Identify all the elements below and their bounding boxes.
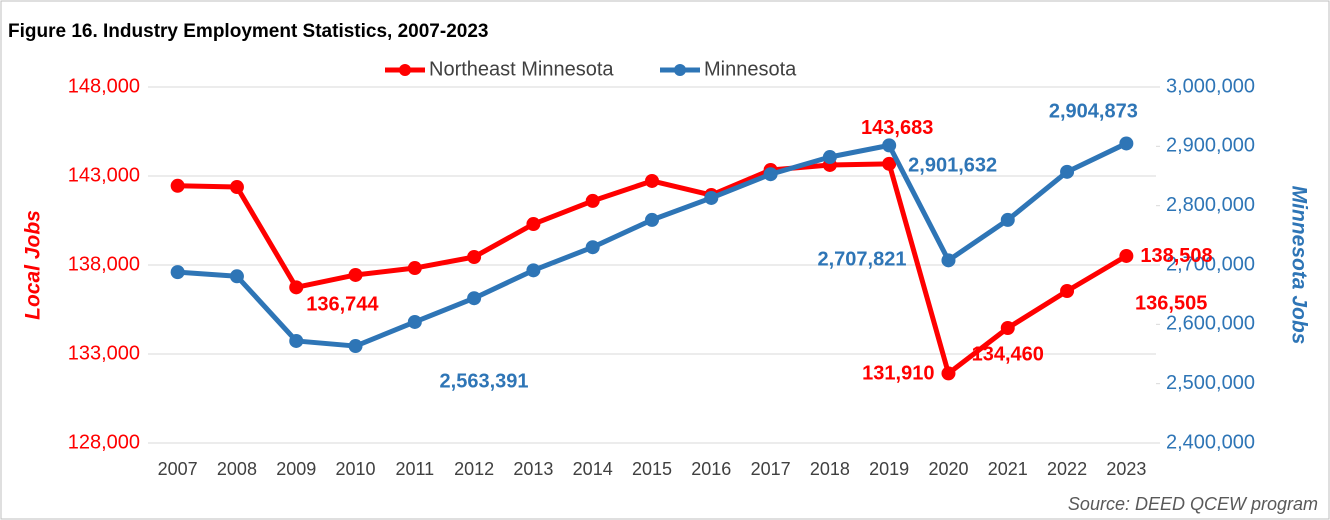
- source-note: Source: DEED QCEW program: [1068, 494, 1318, 514]
- data-label: 143,683: [861, 117, 933, 139]
- data-point: [526, 217, 541, 232]
- data-point: [1060, 283, 1075, 298]
- x-tick-label: 2021: [988, 459, 1028, 479]
- x-tick-label: 2012: [454, 459, 494, 479]
- y2-tick-label: 2,800,000: [1166, 194, 1255, 216]
- data-label: 136,505: [1135, 292, 1207, 314]
- legend-marker: [674, 64, 686, 76]
- data-label: 2,901,632: [908, 155, 997, 177]
- data-point: [1000, 212, 1015, 227]
- data-label: 131,910: [862, 363, 934, 385]
- x-tick-label: 2023: [1106, 459, 1146, 479]
- data-point: [170, 265, 185, 280]
- y2-tick-label: 2,500,000: [1166, 372, 1255, 394]
- data-point: [704, 190, 719, 205]
- x-tick-label: 2015: [632, 459, 672, 479]
- y2-tick-label: 2,400,000: [1166, 431, 1255, 453]
- data-point: [289, 280, 304, 295]
- data-point: [467, 291, 482, 306]
- data-point: [1119, 136, 1134, 151]
- y-tick-label: 138,000: [68, 253, 140, 275]
- data-point: [882, 156, 897, 171]
- data-point: [645, 212, 659, 227]
- legend-label: Northeast Minnesota: [429, 58, 614, 80]
- data-point: [229, 180, 244, 195]
- y-tick-label: 133,000: [68, 342, 140, 364]
- legend-marker: [399, 64, 411, 76]
- x-tick-label: 2020: [928, 459, 968, 479]
- x-tick-label: 2014: [573, 459, 613, 479]
- legend-label: Minnesota: [704, 58, 797, 80]
- data-point: [467, 249, 482, 264]
- data-point: [348, 339, 363, 354]
- data-point: [229, 269, 244, 284]
- x-tick-label: 2009: [276, 459, 316, 479]
- x-tick-label: 2013: [513, 459, 553, 479]
- data-point: [407, 314, 422, 329]
- data-label: 136,744: [306, 294, 379, 316]
- data-label: 134,460: [972, 343, 1044, 365]
- y-axis-title: Local Jobs: [22, 210, 45, 320]
- data-point: [348, 267, 363, 282]
- y2-axis-title: Minnesota Jobs: [1287, 186, 1310, 345]
- data-point: [526, 263, 541, 278]
- x-tick-label: 2008: [217, 459, 257, 479]
- data-label: 2,904,873: [1049, 101, 1138, 123]
- x-tick-label: 2019: [869, 459, 909, 479]
- data-label: 138,508: [1140, 245, 1212, 267]
- chart-title: Figure 16. Industry Employment Statistic…: [8, 21, 488, 42]
- data-point: [882, 138, 897, 153]
- y2-tick-label: 2,600,000: [1166, 313, 1255, 335]
- y-tick-label: 148,000: [68, 75, 140, 97]
- x-tick-label: 2017: [751, 459, 791, 479]
- data-point: [1060, 164, 1075, 179]
- x-tick-label: 2016: [691, 459, 731, 479]
- data-point: [407, 261, 422, 276]
- y-tick-label: 143,000: [68, 164, 140, 186]
- y2-tick-label: 3,000,000: [1166, 75, 1255, 97]
- data-label: 2,563,391: [440, 370, 529, 392]
- y-tick-label: 128,000: [68, 431, 140, 453]
- data-point: [822, 150, 837, 165]
- data-point: [1119, 248, 1134, 263]
- data-point: [289, 333, 304, 348]
- x-tick-label: 2007: [158, 459, 198, 479]
- x-tick-label: 2011: [395, 459, 434, 479]
- x-tick-label: 2010: [336, 459, 376, 479]
- data-point: [645, 173, 659, 188]
- data-point: [585, 240, 600, 255]
- data-point: [585, 193, 600, 208]
- x-tick-label: 2018: [810, 459, 850, 479]
- data-point: [941, 366, 956, 381]
- data-label: 2,707,821: [817, 249, 906, 271]
- y2-tick-label: 2,900,000: [1166, 135, 1255, 157]
- x-tick-label: 2022: [1047, 459, 1087, 479]
- data-point: [941, 253, 956, 268]
- y2-tick-label: 2,700,000: [1166, 253, 1255, 275]
- data-point: [170, 178, 185, 193]
- data-point: [1000, 321, 1015, 336]
- data-point: [763, 167, 778, 182]
